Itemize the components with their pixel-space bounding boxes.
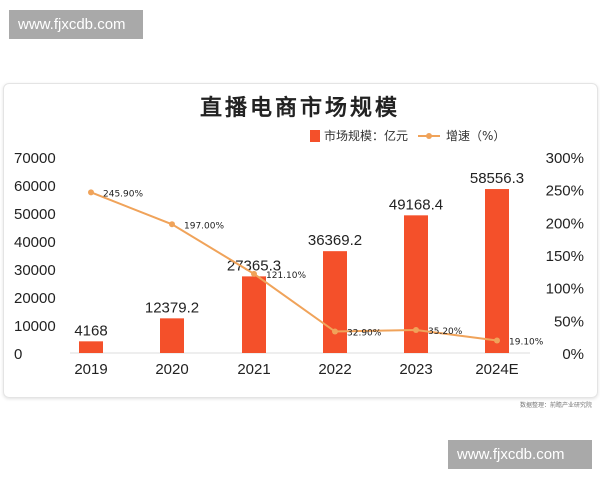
growth-label: 32.90% (347, 329, 382, 339)
legend: 市场规模：亿元 增速（%） (310, 127, 505, 144)
y-right-tick: 250% (546, 183, 584, 200)
x-tick-label: 2020 (155, 361, 188, 378)
legend-line-swatch (418, 132, 441, 139)
bar (485, 189, 509, 353)
x-tick-label: 2023 (399, 361, 432, 378)
y-right-tick: 200% (546, 215, 584, 232)
bar (160, 318, 184, 353)
y-left-tick: 60000 (14, 178, 56, 195)
x-tick-label: 2019 (74, 361, 107, 378)
growth-label: 35.20% (428, 327, 463, 337)
y-left-tick: 40000 (14, 234, 56, 251)
y-left-tick: 30000 (14, 262, 56, 279)
legend-bar-swatch (310, 129, 320, 142)
growth-point (251, 270, 257, 277)
chart-card (3, 83, 598, 398)
legend-line-label: 增速（%） (446, 129, 506, 143)
source-note: 数据整理：前瞻产业研究院 (519, 402, 592, 409)
watermark: www.fjxcdb.com (448, 440, 592, 469)
chart-title: 直播电商市场规模 (199, 96, 400, 121)
bar-value-label: 58556.3 (470, 170, 524, 187)
bar-value-label: 12379.2 (145, 299, 199, 316)
x-tick-label: 2024E (475, 361, 518, 378)
growth-line (90, 191, 498, 342)
y-right-tick: 100% (546, 281, 584, 298)
y-left-tick: 0 (14, 346, 22, 363)
bar (79, 341, 103, 353)
growth-point (88, 189, 94, 196)
growth-label: 197.00% (184, 221, 224, 231)
growth-label: 121.10% (266, 271, 306, 281)
growth-point (332, 328, 338, 335)
growth-label: 245.90% (103, 189, 143, 199)
bar-value-label: 4168 (74, 322, 107, 339)
legend-bar-label: 市场规模：亿元 (324, 129, 409, 143)
growth-point (494, 337, 500, 344)
watermark: www.fjxcdb.com (9, 10, 143, 39)
bar-value-label: 27365.3 (227, 257, 281, 274)
y-right-tick: 0% (562, 346, 584, 363)
y-left-tick: 70000 (14, 150, 56, 167)
y-right-tick: 300% (546, 150, 584, 167)
y-left-tick: 20000 (14, 290, 56, 307)
x-tick-label: 2022 (318, 361, 351, 378)
bar-value-label: 49168.4 (389, 196, 443, 213)
y-left-tick: 50000 (14, 206, 56, 223)
y-left-tick: 10000 (14, 318, 56, 335)
bar-value-label: 36369.2 (308, 232, 362, 249)
x-tick-label: 2021 (237, 361, 270, 378)
growth-label: 19.10% (509, 338, 544, 348)
growth-point (413, 327, 419, 334)
growth-point (169, 221, 175, 228)
y-right-tick: 150% (546, 248, 584, 265)
y-right-tick: 50% (554, 313, 584, 330)
bar (242, 276, 266, 353)
bar (323, 251, 347, 353)
